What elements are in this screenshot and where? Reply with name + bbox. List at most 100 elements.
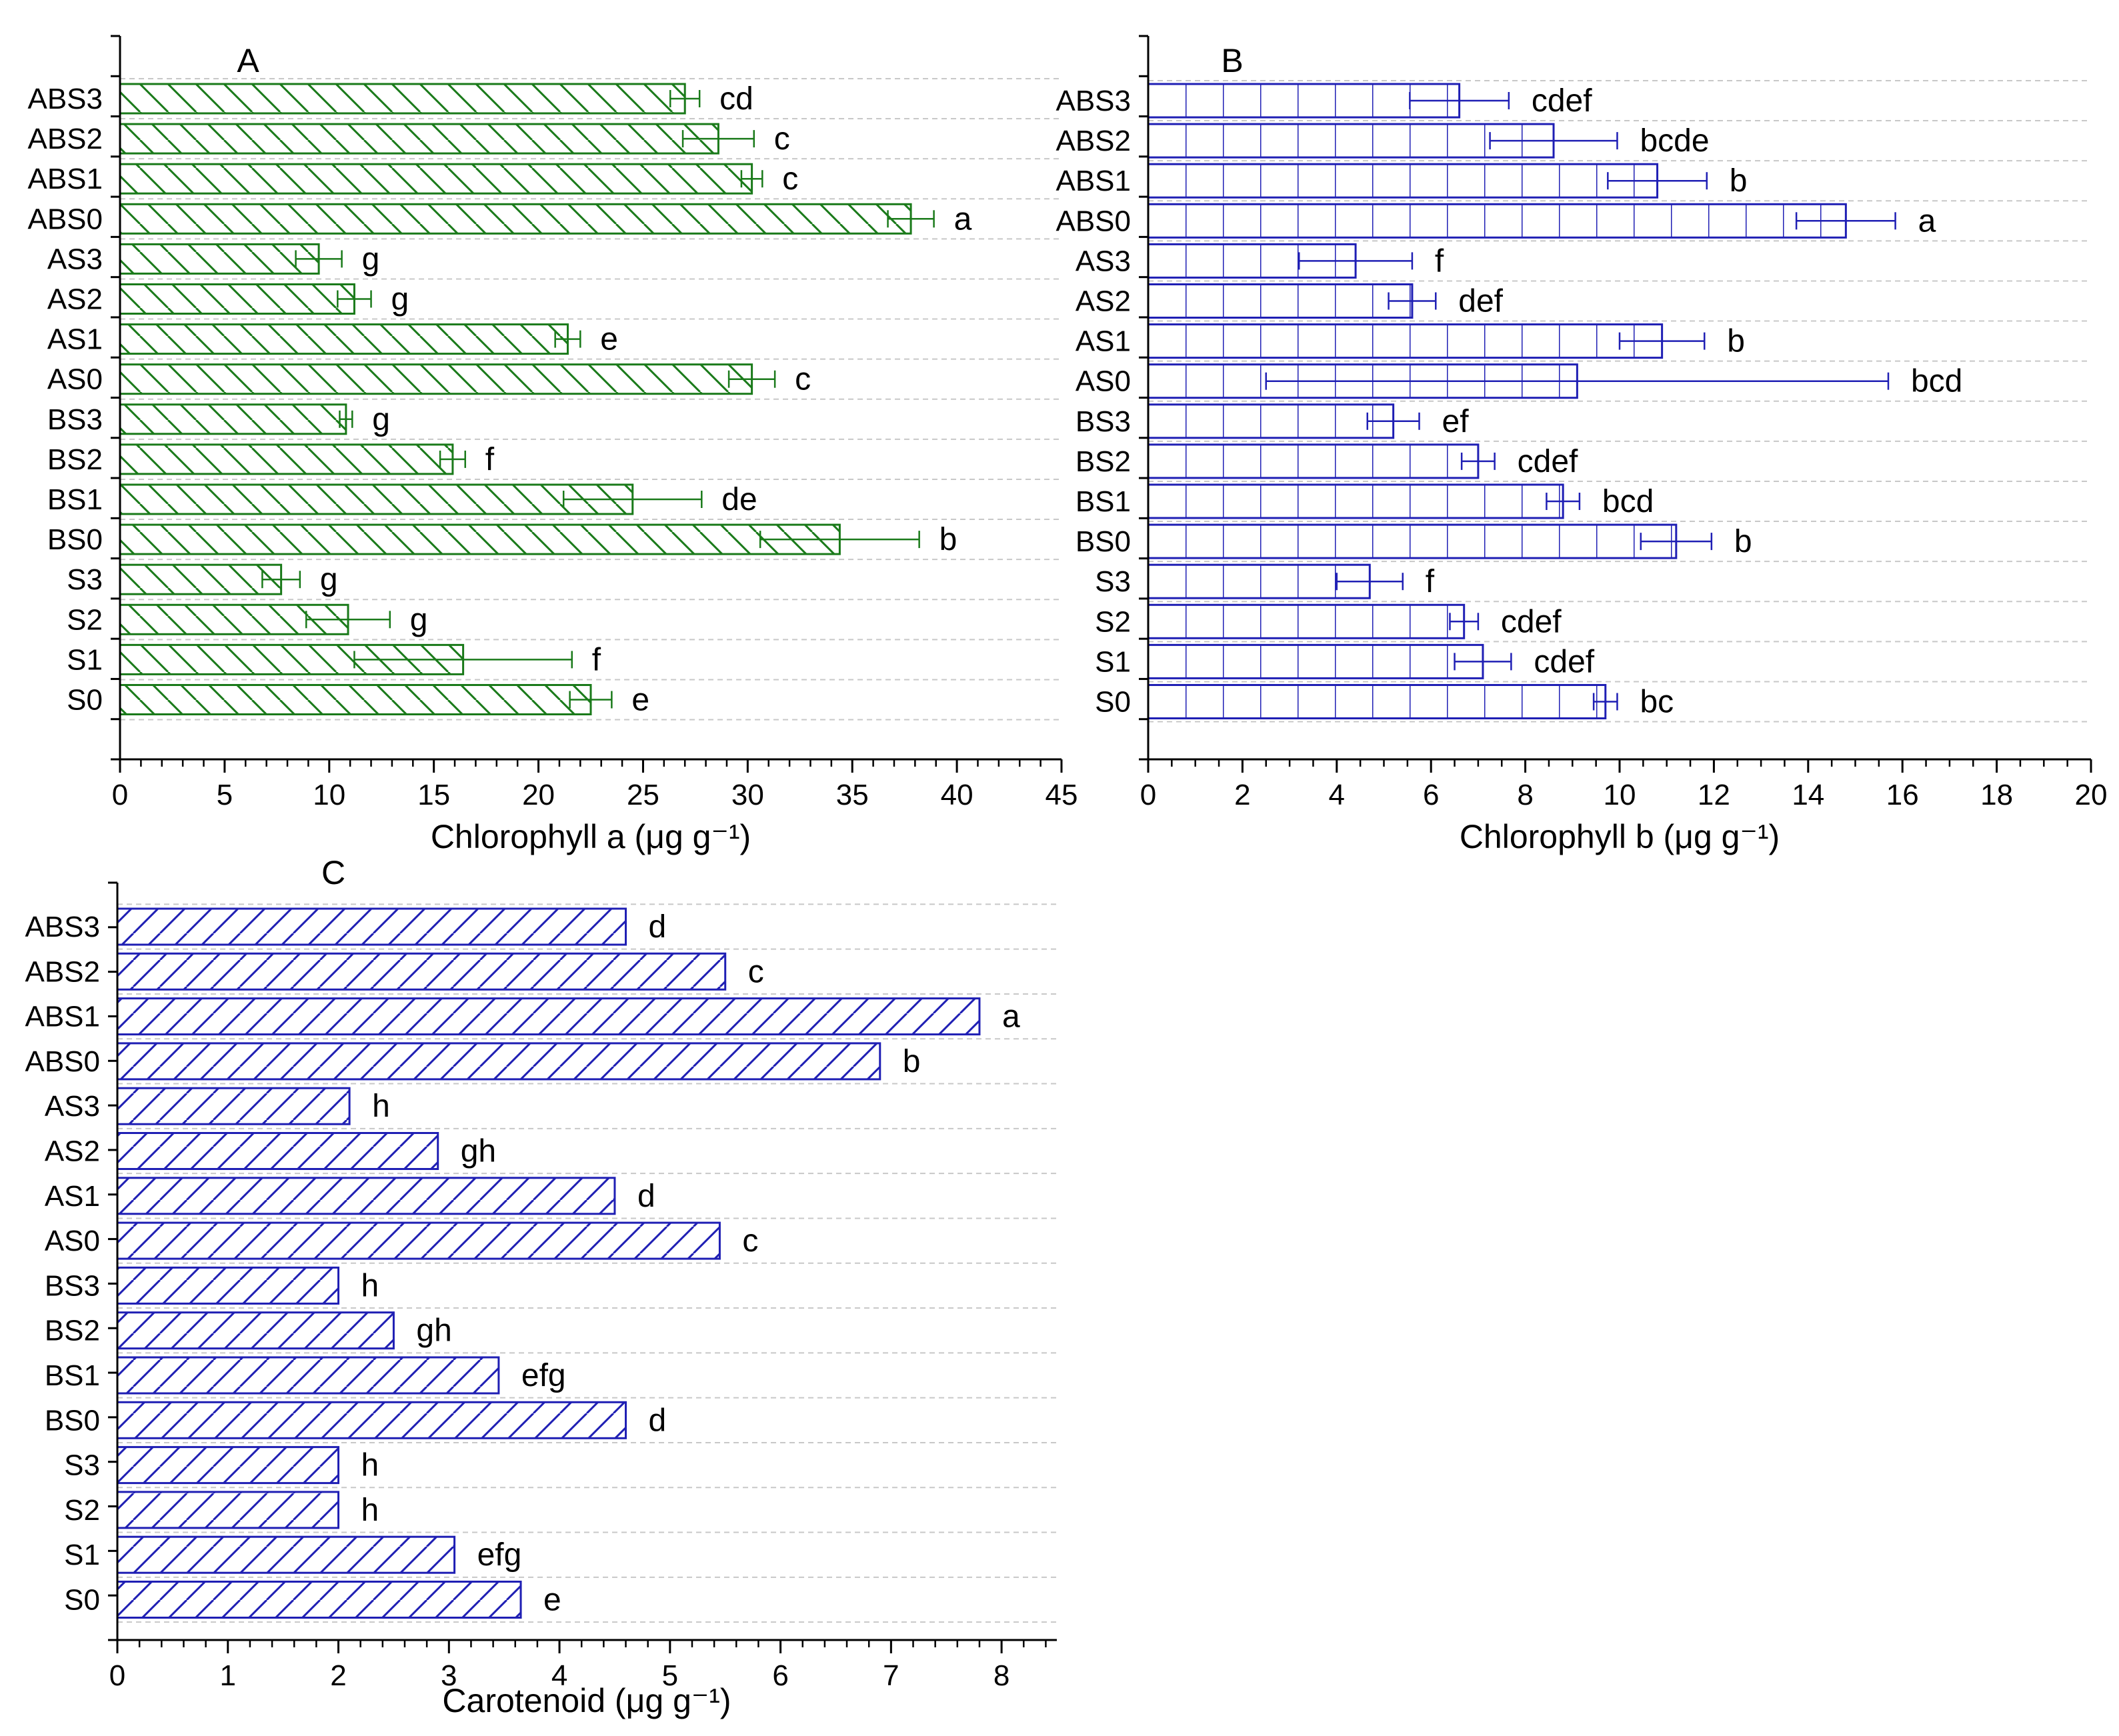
error-bar — [337, 290, 372, 308]
error-bar — [569, 691, 613, 709]
panel-letter: A — [237, 42, 259, 79]
significance-label: f — [1426, 564, 1435, 599]
bar — [119, 243, 320, 275]
category-label: S2 — [67, 603, 103, 636]
category-label: BS3 — [1076, 405, 1131, 438]
bar — [1147, 163, 1659, 199]
category-label: ABS0 — [1055, 205, 1131, 237]
bar — [1147, 603, 1466, 639]
panel-chlorophyll-b: cdef ABS3 bcde ABS2 b ABS1 a ABS0 f AS3 def AS2 b AS1… — [1055, 35, 2107, 855]
error-bar — [339, 410, 353, 428]
error-bar — [1336, 573, 1404, 591]
panel-chlorophyll-a: cdABS3cABS2cABS1aABS0gAS3gAS2eAS1cAS0gBS… — [27, 35, 1078, 855]
bar — [1147, 203, 1847, 239]
x-tick-label: 35 — [836, 779, 869, 811]
bar — [1147, 684, 1607, 719]
bar — [119, 323, 569, 355]
significance-label: b — [1734, 524, 1752, 559]
bar — [116, 1401, 627, 1439]
significance-label: h — [372, 1089, 390, 1124]
category-label: BS2 — [47, 443, 103, 476]
significance-label: d — [637, 1179, 655, 1214]
x-tick-label: 5 — [217, 779, 233, 811]
category-label: S3 — [64, 1449, 100, 1482]
bar — [116, 997, 981, 1036]
x-tick-label: 40 — [941, 779, 973, 811]
significance-label: h — [361, 1493, 379, 1528]
category-label: S0 — [67, 684, 103, 717]
bar — [1147, 83, 1461, 119]
category-label: S1 — [1095, 645, 1131, 678]
category-label: ABS1 — [1055, 165, 1131, 197]
bar — [119, 684, 592, 715]
bar — [116, 907, 627, 946]
significance-label: b — [939, 522, 957, 557]
x-tick-label: 45 — [1045, 779, 1078, 811]
category-label: BS1 — [1076, 485, 1131, 518]
significance-label: c — [748, 954, 764, 989]
error-bar — [887, 210, 935, 228]
bar — [119, 523, 841, 555]
category-label: BS0 — [45, 1404, 100, 1437]
significance-label: a — [954, 201, 972, 237]
significance-label: efg — [477, 1537, 522, 1573]
bar — [1147, 483, 1564, 519]
significance-label: cdef — [1518, 444, 1578, 479]
x-tick-label: 10 — [313, 779, 345, 811]
category-label: ABS3 — [27, 83, 103, 115]
bar — [116, 1356, 500, 1395]
category-label: AS0 — [45, 1225, 100, 1257]
bar — [116, 1311, 395, 1350]
category-label: ABS3 — [25, 911, 100, 943]
significance-label: c — [782, 161, 798, 197]
error-bar — [1454, 653, 1512, 671]
bar — [119, 483, 634, 515]
significance-label: f — [485, 442, 495, 477]
category-label: AS1 — [47, 323, 103, 356]
bar — [116, 1446, 340, 1485]
bar — [1147, 123, 1555, 159]
x-tick-label: 6 — [1423, 779, 1439, 811]
x-tick-label: 30 — [731, 779, 764, 811]
significance-label: def — [1458, 284, 1503, 319]
bar — [116, 1221, 721, 1260]
error-bar — [1366, 412, 1420, 430]
significance-label: bcde — [1640, 123, 1709, 159]
bar — [119, 443, 454, 475]
category-label: ABS1 — [25, 1001, 100, 1033]
x-tick-label: 8 — [993, 1659, 1009, 1692]
significance-label: bcd — [1602, 484, 1654, 519]
bar — [116, 1581, 522, 1619]
category-label: S3 — [1095, 565, 1131, 598]
x-tick-label: 5 — [662, 1659, 678, 1692]
significance-label: cdef — [1532, 83, 1592, 119]
category-label: ABS2 — [27, 123, 103, 155]
x-tick-label: 0 — [1140, 779, 1156, 811]
bar — [119, 403, 347, 435]
category-label: BS3 — [45, 1269, 100, 1302]
significance-label: bcd — [1911, 364, 1962, 399]
bar — [119, 123, 719, 155]
category-label: ABS3 — [1055, 85, 1131, 117]
bar — [116, 1491, 340, 1529]
x-tick-label: 10 — [1604, 779, 1636, 811]
category-label: AS2 — [47, 283, 103, 316]
significance-label: cdef — [1534, 644, 1594, 679]
error-bar — [669, 90, 701, 107]
error-bar — [727, 370, 776, 388]
error-bar — [1618, 332, 1706, 350]
category-label: BS1 — [47, 483, 103, 516]
category-label: AS1 — [45, 1180, 100, 1213]
x-axis-title: Carotenoid (μg g⁻¹) — [442, 1682, 731, 1719]
category-label: ABS1 — [27, 163, 103, 195]
error-bar — [353, 651, 573, 669]
x-tick-label: 3 — [441, 1659, 457, 1692]
significance-label: d — [649, 909, 667, 945]
error-bar — [681, 130, 755, 148]
x-tick-label: 8 — [1517, 779, 1533, 811]
x-tick-label: 25 — [627, 779, 659, 811]
category-label: BS3 — [47, 403, 103, 436]
panel-letter: C — [321, 854, 345, 891]
significance-label: gh — [416, 1313, 451, 1349]
significance-label: gh — [461, 1134, 496, 1169]
